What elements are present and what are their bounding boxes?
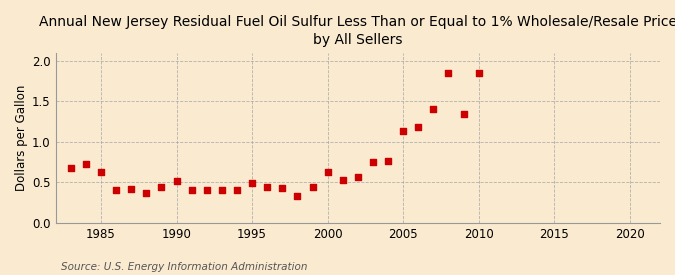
Point [443, 71, 454, 75]
Point [141, 191, 152, 195]
Point [307, 185, 318, 189]
Point [383, 159, 394, 164]
Point [473, 71, 484, 75]
Point [428, 107, 439, 112]
Point [80, 161, 91, 166]
Point [156, 185, 167, 189]
Text: Source: U.S. Energy Information Administration: Source: U.S. Energy Information Administ… [61, 262, 307, 272]
Point [338, 178, 348, 182]
Point [246, 181, 257, 185]
Point [322, 170, 333, 174]
Point [458, 111, 469, 116]
Y-axis label: Dollars per Gallon: Dollars per Gallon [15, 85, 28, 191]
Point [171, 178, 182, 183]
Point [277, 186, 288, 190]
Point [111, 188, 122, 193]
Point [413, 125, 424, 130]
Point [232, 188, 242, 192]
Point [367, 160, 378, 164]
Point [201, 188, 212, 193]
Point [352, 175, 363, 179]
Point [186, 188, 197, 192]
Point [217, 188, 227, 193]
Point [398, 129, 408, 134]
Point [65, 166, 76, 170]
Point [262, 185, 273, 189]
Point [96, 170, 107, 174]
Point [126, 187, 136, 191]
Point [292, 194, 303, 198]
Title: Annual New Jersey Residual Fuel Oil Sulfur Less Than or Equal to 1% Wholesale/Re: Annual New Jersey Residual Fuel Oil Sulf… [39, 15, 675, 47]
